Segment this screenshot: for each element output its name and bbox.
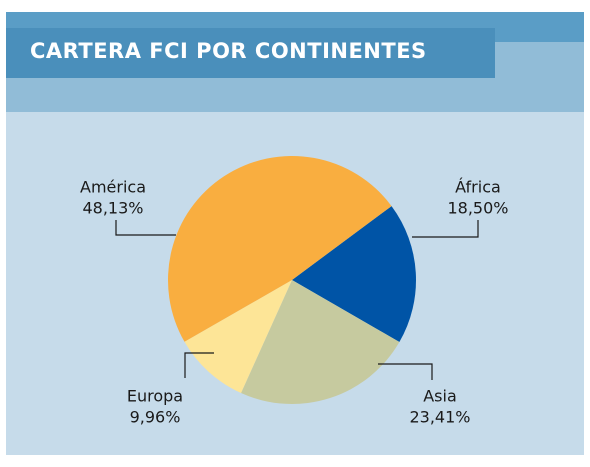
leader-line bbox=[412, 220, 479, 238]
slice-value-label: 23,41% bbox=[409, 408, 470, 427]
slice-label: África bbox=[455, 178, 501, 197]
pie bbox=[167, 155, 416, 404]
slice-label: Asia bbox=[423, 387, 457, 406]
slice-value-label: 48,13% bbox=[82, 199, 143, 218]
slice-value-label: 18,50% bbox=[447, 199, 508, 218]
labels: África 18,50% Asia 23,41% Europa 9,96% América… bbox=[80, 178, 509, 427]
pie-slice bbox=[184, 280, 292, 394]
pie-slice bbox=[292, 206, 416, 342]
header-band bbox=[6, 78, 584, 112]
slice-value-label: 9,96% bbox=[130, 408, 181, 427]
leader-line bbox=[115, 220, 176, 236]
leader-line bbox=[378, 363, 433, 380]
pie-slice bbox=[241, 280, 400, 404]
chart-title: CARTERA FCI POR CONTINENTES bbox=[30, 39, 427, 63]
slice-label: América bbox=[80, 178, 146, 197]
pie-slice bbox=[167, 155, 392, 342]
title-box bbox=[6, 28, 495, 78]
header-corner bbox=[495, 42, 584, 78]
slice-label: Europa bbox=[127, 387, 183, 406]
leader-line bbox=[184, 352, 214, 378]
